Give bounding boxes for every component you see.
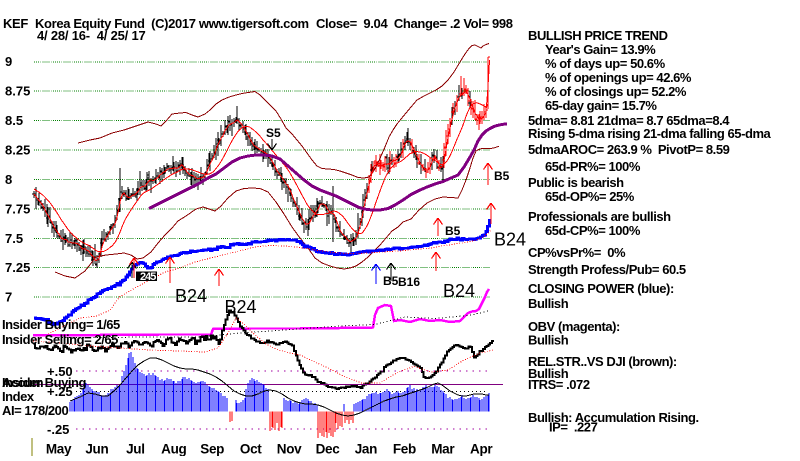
- svg-text:% of days up= 50.6%: % of days up= 50.6%: [545, 56, 666, 71]
- svg-text:Mar: Mar: [431, 442, 455, 457]
- svg-text:4/ 28/ 16- 4/ 25/ 17: 4/ 28/ 16- 4/ 25/ 17: [37, 28, 146, 43]
- svg-text:7.75: 7.75: [5, 201, 30, 216]
- svg-text:5dmaAROC= 263.9 % PivotP= 8.5: 5dmaAROC= 263.9 % PivotP= 8.59: [528, 142, 730, 157]
- svg-text:Bullish: Bullish: [528, 333, 569, 348]
- svg-text:9: 9: [5, 54, 12, 69]
- svg-text:B5: B5: [445, 224, 461, 238]
- svg-text:Dec: Dec: [316, 442, 341, 457]
- svg-text:Professionals are bullish: Professionals are bullish: [528, 209, 671, 224]
- svg-text:Jun: Jun: [85, 442, 108, 457]
- svg-text:Apr: Apr: [470, 442, 493, 457]
- svg-text:Oct: Oct: [240, 442, 262, 457]
- svg-text:Public is bearish: Public is bearish: [528, 175, 624, 190]
- svg-text:B24: B24: [494, 230, 526, 250]
- svg-text:Aug: Aug: [161, 442, 186, 457]
- svg-text:May: May: [46, 442, 72, 457]
- svg-text:Insider Selling= 2/65: Insider Selling= 2/65: [2, 332, 118, 347]
- svg-text:Jan: Jan: [355, 442, 377, 457]
- svg-text:BULLISH PRICE TREND: BULLISH PRICE TREND: [528, 28, 668, 43]
- svg-text:7.25: 7.25: [5, 260, 30, 275]
- svg-text:245: 245: [140, 271, 156, 283]
- svg-text:Jul: Jul: [126, 442, 145, 457]
- svg-text:-.25: -.25: [47, 422, 69, 437]
- svg-text:65d-CP%= 100%: 65d-CP%= 100%: [545, 223, 641, 238]
- svg-text:8.5: 8.5: [5, 113, 23, 128]
- svg-text:5dma= 8.81 21dma= 8.7 65dma=8.: 5dma= 8.81 21dma= 8.7 65dma=8.4: [528, 113, 730, 128]
- svg-text:Bullish: Bullish: [528, 366, 569, 381]
- svg-text:65d-OP%= 25%: 65d-OP%= 25%: [545, 189, 635, 204]
- svg-text:B5: B5: [494, 169, 510, 183]
- svg-text:7.5: 7.5: [5, 231, 23, 246]
- svg-text:8: 8: [5, 172, 12, 187]
- svg-text:Strength Profess/Pub= 60.5: Strength Profess/Pub= 60.5: [528, 262, 686, 277]
- svg-text:Accum: Accum: [2, 375, 43, 390]
- svg-text:AI= 178/200: AI= 178/200: [2, 403, 68, 418]
- svg-text:B24: B24: [443, 281, 475, 301]
- svg-text:OBV (magenta):: OBV (magenta):: [528, 319, 620, 334]
- svg-text:B16: B16: [398, 275, 420, 289]
- svg-text:+.50: +.50: [47, 364, 73, 379]
- svg-text:65d-PR%= 100%: 65d-PR%= 100%: [545, 159, 641, 174]
- svg-text:CLOSING POWER (blue):: CLOSING POWER (blue):: [528, 281, 674, 296]
- svg-text:% of closings up= 52.2%: % of closings up= 52.2%: [545, 84, 687, 99]
- svg-text:B24: B24: [175, 286, 207, 306]
- svg-text:CP%vsPr%= 0%: CP%vsPr%= 0%: [528, 245, 626, 260]
- svg-text:Close= 9.04 Change= .2 Vol=: Close= 9.04 Change= .2 Vol= 998: [316, 16, 513, 31]
- svg-text:Insider Buying: Insider Buying: [2, 375, 86, 390]
- svg-text:Feb: Feb: [393, 442, 416, 457]
- svg-text:Bullish: Bullish: [528, 296, 569, 311]
- svg-text:65-day gain= 15.7%: 65-day gain= 15.7%: [545, 98, 657, 113]
- svg-text:Korea Equity Fund (C)2017 www: Korea Equity Fund (C)2017 www.tigersoft.…: [35, 16, 309, 31]
- svg-text:IP= .227: IP= .227: [549, 420, 598, 435]
- svg-text:Rising 5-dma rising 21-dma fal: Rising 5-dma rising 21-dma falling 65-dm…: [528, 126, 772, 141]
- svg-text:Index: Index: [2, 389, 35, 404]
- svg-text:Nov: Nov: [277, 442, 302, 457]
- svg-text:Sep: Sep: [200, 442, 224, 457]
- svg-text:S5: S5: [266, 126, 281, 140]
- svg-text:Bullish: Accumulation Rising.: Bullish: Accumulation Rising.: [528, 410, 699, 425]
- svg-text:ITRS= .072: ITRS= .072: [528, 377, 590, 392]
- svg-text:KEF: KEF: [3, 16, 28, 31]
- svg-text:Year's Gain= 13.9%: Year's Gain= 13.9%: [545, 42, 656, 57]
- svg-text:% of openings up= 42.6%: % of openings up= 42.6%: [545, 70, 692, 85]
- svg-text:8.25: 8.25: [5, 143, 30, 158]
- svg-text:Insider Buying= 1/65: Insider Buying= 1/65: [2, 317, 120, 332]
- svg-text:+.25: +.25: [47, 384, 73, 399]
- svg-text:7: 7: [5, 290, 12, 305]
- svg-text:REL.STR..VS DJI (brown):: REL.STR..VS DJI (brown):: [528, 354, 677, 369]
- svg-text:8.75: 8.75: [5, 84, 30, 99]
